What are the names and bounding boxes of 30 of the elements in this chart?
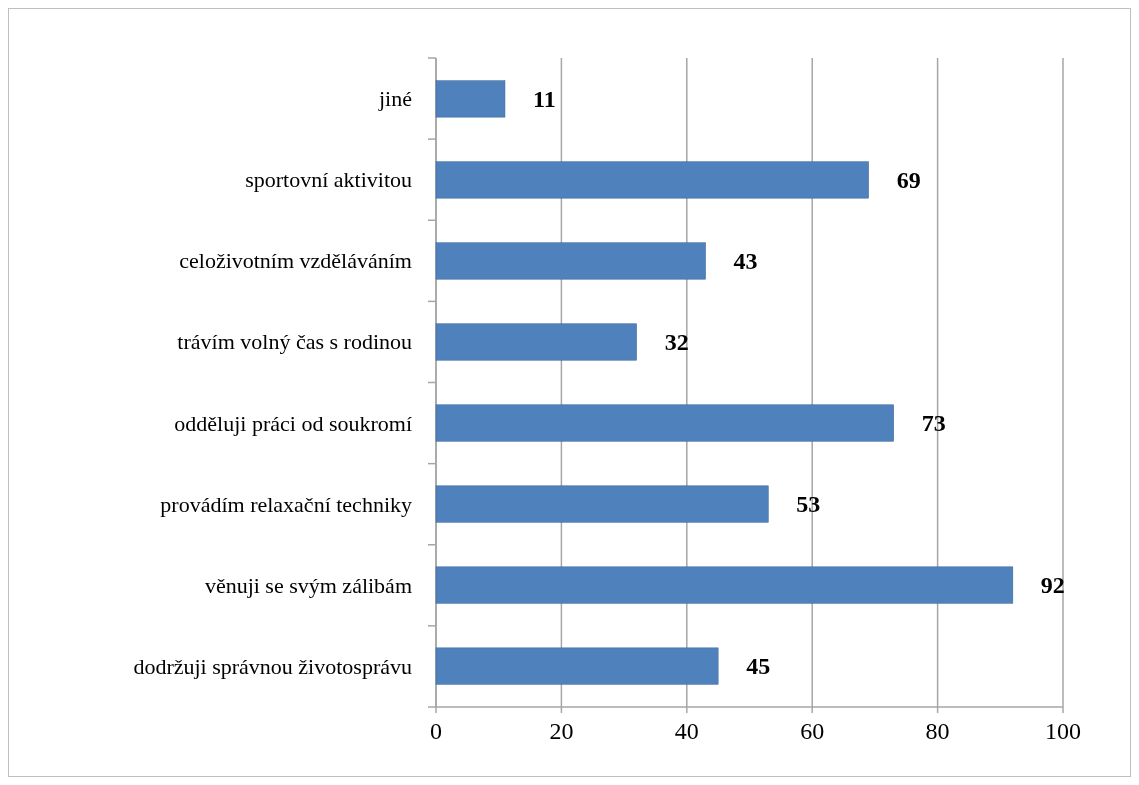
x-tick-label: 20 (549, 718, 574, 744)
bar (435, 404, 894, 442)
data-label: 69 (896, 166, 921, 193)
x-tick-label: 0 (430, 718, 442, 744)
y-tick-label: sportovní aktivitou (245, 167, 412, 193)
bar (435, 80, 506, 118)
data-label: 43 (733, 247, 758, 274)
data-label: 45 (746, 653, 771, 680)
bar (435, 242, 706, 280)
bar (435, 566, 1014, 604)
data-label: 11 (532, 85, 556, 112)
data-label: 73 (921, 410, 946, 437)
x-tick-label: 80 (925, 718, 950, 744)
x-tick-label: 100 (1045, 718, 1081, 744)
y-tick-label: věnuji se svým zálibám (204, 572, 412, 598)
y-tick-label: trávím volný čas s rodinou (177, 329, 412, 355)
y-tick-label: celoživotním vzděláváním (179, 248, 412, 274)
data-label: 53 (796, 491, 821, 518)
x-tick-label: 60 (800, 718, 825, 744)
data-label: 32 (664, 328, 689, 355)
y-tick-label: odděluji práci od soukromí (174, 410, 412, 436)
bar (435, 647, 719, 685)
y-tick-label: jiné (378, 86, 412, 112)
bar (435, 485, 769, 523)
y-tick-label: dodržuji správnou životosprávu (133, 653, 412, 679)
y-tick-label: provádím relaxační techniky (160, 491, 412, 517)
x-tick-label: 40 (674, 718, 699, 744)
data-label: 92 (1040, 572, 1065, 599)
bar (435, 161, 869, 199)
bar (435, 323, 637, 361)
